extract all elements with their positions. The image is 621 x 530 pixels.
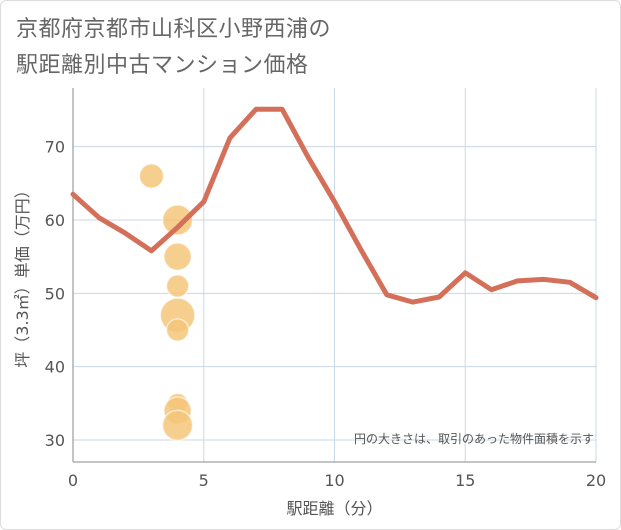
chart-line-layer [70, 106, 599, 305]
chart-title-line-2: 駅距離別中古マンション価格 [16, 53, 309, 78]
x-tick-label: 15 [455, 471, 475, 490]
chart-title: 京都府京都市山科区小野西浦の 駅距離別中古マンション価格 [16, 12, 331, 84]
average-price-line [70, 106, 599, 305]
x-tick-label: 20 [586, 471, 606, 490]
data-bubble [165, 318, 190, 342]
chart-grid [73, 88, 597, 462]
x-tick-label: 0 [68, 471, 78, 490]
data-bubble [163, 242, 193, 272]
data-bubble [165, 274, 190, 298]
y-tick-label: 60 [45, 211, 65, 230]
chart-ticks: 0 5 10 15 20 30 40 50 60 70 [45, 138, 607, 490]
y-tick-label: 50 [45, 284, 65, 303]
x-tick-label: 5 [199, 471, 209, 490]
chart-title-line-1: 京都府京都市山科区小野西浦の [16, 17, 332, 42]
x-axis-title: 駅距離（分） [286, 499, 382, 518]
chart-note: 円の大きさは、取引のあった物件面積を示す [354, 431, 594, 446]
data-bubble [161, 409, 194, 442]
y-tick-label: 30 [45, 431, 65, 450]
data-bubble [161, 204, 194, 236]
x-tick-label: 10 [324, 471, 344, 490]
chart-bubbles [138, 163, 196, 442]
chart-axes [72, 88, 596, 463]
y-axis-title: 坪（3.3㎡）単価（万円） [13, 182, 32, 367]
y-tick-label: 70 [45, 138, 65, 157]
data-bubble [138, 163, 165, 189]
y-tick-label: 40 [45, 358, 65, 377]
